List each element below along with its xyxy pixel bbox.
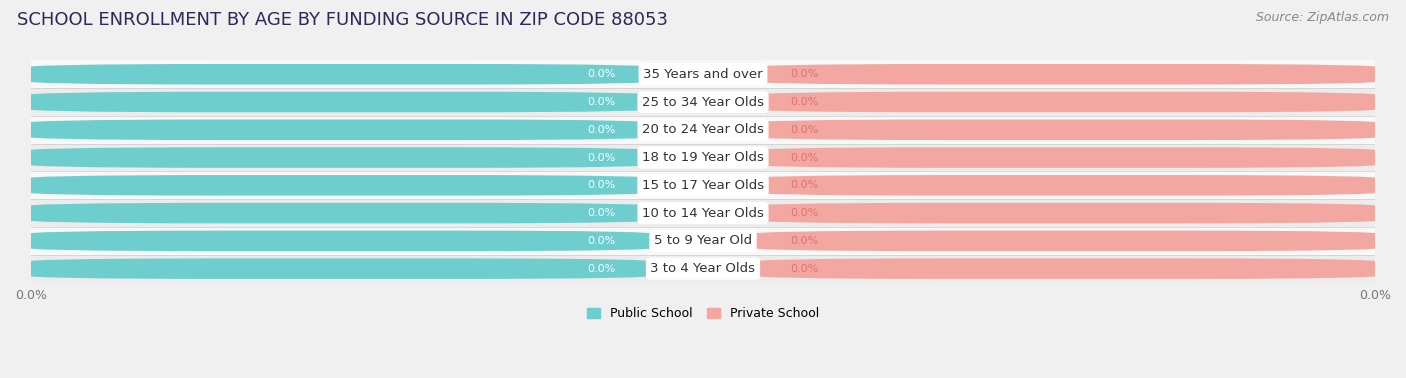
Text: 0.0%: 0.0%	[588, 125, 616, 135]
FancyBboxPatch shape	[17, 175, 662, 195]
FancyBboxPatch shape	[744, 231, 1389, 251]
Bar	[31, 116, 1375, 144]
Text: 35 Years and over: 35 Years and over	[643, 68, 763, 81]
FancyBboxPatch shape	[744, 119, 1389, 140]
Text: 0.0%: 0.0%	[588, 69, 616, 79]
Text: 0.0%: 0.0%	[790, 125, 818, 135]
Text: 0.0%: 0.0%	[588, 180, 616, 191]
Text: 0.0%: 0.0%	[790, 180, 818, 191]
FancyBboxPatch shape	[744, 64, 1389, 85]
Bar	[31, 88, 1375, 116]
FancyBboxPatch shape	[17, 64, 662, 85]
Bar	[31, 172, 1375, 199]
Bar	[31, 227, 1375, 255]
Bar	[31, 60, 1375, 88]
Text: 0.0%: 0.0%	[790, 97, 818, 107]
Text: 0.0%: 0.0%	[588, 153, 616, 163]
Text: SCHOOL ENROLLMENT BY AGE BY FUNDING SOURCE IN ZIP CODE 88053: SCHOOL ENROLLMENT BY AGE BY FUNDING SOUR…	[17, 11, 668, 29]
Text: 0.0%: 0.0%	[790, 153, 818, 163]
Text: 10 to 14 Year Olds: 10 to 14 Year Olds	[643, 207, 763, 220]
FancyBboxPatch shape	[744, 147, 1389, 168]
FancyBboxPatch shape	[17, 231, 662, 251]
Text: 15 to 17 Year Olds: 15 to 17 Year Olds	[643, 179, 763, 192]
FancyBboxPatch shape	[17, 259, 662, 279]
FancyBboxPatch shape	[31, 60, 1375, 282]
Text: 0.0%: 0.0%	[588, 236, 616, 246]
Text: 0.0%: 0.0%	[790, 263, 818, 274]
Text: 20 to 24 Year Olds: 20 to 24 Year Olds	[643, 123, 763, 136]
FancyBboxPatch shape	[17, 203, 662, 223]
Text: 25 to 34 Year Olds: 25 to 34 Year Olds	[643, 96, 763, 108]
Bar	[31, 255, 1375, 282]
Legend: Public School, Private School: Public School, Private School	[582, 302, 824, 325]
Text: 3 to 4 Year Olds: 3 to 4 Year Olds	[651, 262, 755, 275]
FancyBboxPatch shape	[744, 92, 1389, 112]
Text: 0.0%: 0.0%	[588, 97, 616, 107]
Text: 0.0%: 0.0%	[588, 263, 616, 274]
Text: Source: ZipAtlas.com: Source: ZipAtlas.com	[1256, 11, 1389, 24]
FancyBboxPatch shape	[17, 147, 662, 168]
FancyBboxPatch shape	[744, 259, 1389, 279]
FancyBboxPatch shape	[744, 203, 1389, 223]
Text: 0.0%: 0.0%	[790, 208, 818, 218]
Text: 0.0%: 0.0%	[790, 69, 818, 79]
Bar	[31, 144, 1375, 172]
FancyBboxPatch shape	[17, 119, 662, 140]
Text: 18 to 19 Year Olds: 18 to 19 Year Olds	[643, 151, 763, 164]
Text: 0.0%: 0.0%	[588, 208, 616, 218]
FancyBboxPatch shape	[17, 92, 662, 112]
Text: 5 to 9 Year Old: 5 to 9 Year Old	[654, 234, 752, 247]
Text: 0.0%: 0.0%	[790, 236, 818, 246]
Bar	[31, 199, 1375, 227]
FancyBboxPatch shape	[744, 175, 1389, 195]
